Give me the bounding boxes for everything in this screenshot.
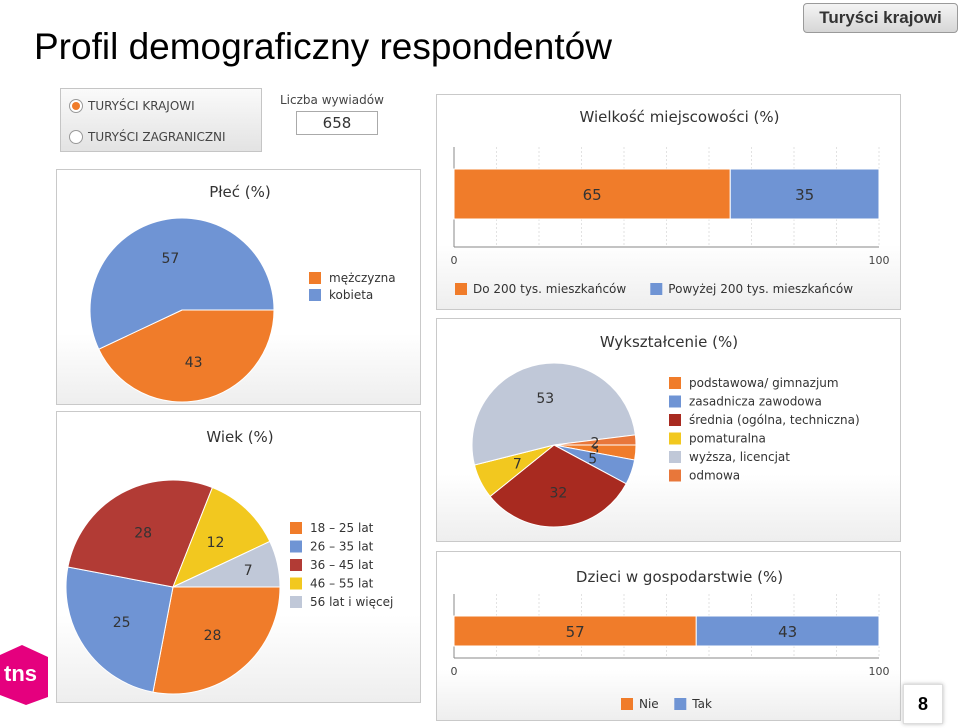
pie-slice [65,566,174,693]
radio-option-domestic[interactable]: TURYŚCI KRAJOWI [69,96,195,116]
legend-label: Do 200 tys. mieszkańców [473,282,626,296]
chart-panel-town-size: Wielkość miejscowości (%) 65 35 0 100 Do 200 … [436,94,901,310]
slice-value-label: 12 [207,535,225,551]
radio-label: TURYŚCI KRAJOWI [88,99,195,113]
pie-slice [553,434,637,446]
legend-swatch [669,432,681,445]
chart-panel-education: Wykształcenie (%) 3 5 32 7 53 2 podstawowa/ gim… [436,318,901,542]
page-title: Profil demograficzny respondentów [34,26,612,67]
page-number: 8 [903,684,943,724]
legend-swatch [290,559,302,571]
legend-swatch [669,451,681,463]
bar-value-label: 65 [583,186,602,204]
legend-label: odmowa [689,469,740,483]
age-pie-chart: Wiek (%) 28 25 28 12 7 18 – 25 lat 26 – 35 lat 3… [65,428,393,695]
radio-option-foreign[interactable]: TURYŚCI ZAGRANICZNI [69,127,226,147]
slice-value-label: 25 [113,615,131,631]
legend-swatch [674,698,687,710]
chart-title: Płeć (%) [209,183,271,201]
legend-label: Nie [639,697,659,711]
chart-title: Wiek (%) [206,428,273,446]
legend-label: 36 – 45 lat [310,558,374,572]
legend-swatch [669,414,681,426]
legend-label: średnia (ogólna, techniczna) [689,413,860,427]
legend-swatch [290,540,302,553]
legend-swatch [669,395,681,408]
bar-segment [695,615,880,647]
slice-value-label: 7 [244,563,253,579]
interviews-count: 658 [296,111,378,135]
legend-label: Powyżej 200 tys. mieszkańców [668,282,853,296]
pie-slice [489,444,627,528]
legend-label: zasadnicza zawodowa [689,395,822,409]
pie-slice [172,486,271,588]
legend-swatch [290,522,302,534]
x-tick-label: 0 [451,254,458,267]
legend-label: 56 lat i więcej [310,595,393,609]
bar-value-label: 57 [566,623,585,641]
legend-label: wyższa, licencjat [689,450,790,464]
chart-panel-children: Dzieci w gospodarstwie (%) 57 43 0 100 Nie Tak [436,551,901,721]
slice-value-label: 2 [590,435,599,451]
legend-swatch [290,577,302,590]
legend-label: 46 – 55 lat [310,577,374,591]
pie-slice [152,586,281,695]
legend-label: pomaturalna [689,432,766,446]
slice-value-label: 28 [134,526,152,542]
slice-value-label: 3 [590,442,599,458]
slice-value-label: 53 [536,391,554,407]
slice-value-label: 32 [549,485,567,501]
legend-label: mężczyzna [329,271,396,285]
x-tick-label: 0 [451,665,458,678]
radio-label: TURYŚCI ZAGRANICZNI [88,130,226,144]
legend-label: 18 – 25 lat [310,521,374,535]
x-tick-label: 100 [869,665,890,678]
chart-panel-age: Wiek (%) 28 25 28 12 7 18 – 25 lat 26 – 35 lat 3… [56,411,421,703]
slice-value-label: 7 [513,456,522,472]
legend-swatch [290,596,302,608]
x-tick-label: 100 [869,254,890,267]
tns-logo: tns [0,645,48,705]
legend-swatch [455,283,467,295]
legend-swatch [309,289,321,301]
pie-slice [98,309,275,403]
chart-panel-gender: Płeć (%) 43 57 mężczyzna kobieta [56,169,421,405]
chart-title: Wykształcenie (%) [600,333,738,351]
slice-value-label: 43 [185,355,203,371]
interviews-label: Liczba wywiadów [280,93,384,107]
bar-segment [729,168,880,220]
legend-swatch [669,469,681,482]
legend-swatch [309,272,321,284]
bar-value-label: 43 [778,623,797,641]
radio-unselected-icon[interactable] [69,130,83,144]
respondent-group-selector: TURYŚCI KRAJOWI TURYŚCI ZAGRANICZNI [60,88,262,152]
pie-slice [67,479,214,588]
legend-label: kobieta [329,288,373,302]
legend-swatch [669,377,681,389]
legend-swatch [650,283,663,295]
legend-label: podstawowa/ gimnazjum [689,376,839,390]
chart-title: Dzieci w gospodarstwie (%) [576,568,783,586]
legend-swatch [621,698,633,710]
pie-slice [89,217,275,350]
segment-badge: Turyści krajowi [803,3,958,33]
slice-value-label: 28 [204,628,222,644]
logo-text: tns [4,661,37,686]
chart-title: Wielkość miejscowości (%) [579,108,779,126]
legend-label: 26 – 35 lat [310,540,374,554]
slice-value-label: 57 [161,251,179,267]
bar-segment [453,168,731,220]
bar-value-label: 35 [795,186,814,204]
gender-pie-chart: Płeć (%) 43 57 mężczyzna kobieta [89,183,396,403]
legend-label: Tak [691,697,712,711]
town-size-bar-chart: Wielkość miejscowości (%) 65 35 0 100 Do 200 … [451,108,890,296]
children-bar-chart: Dzieci w gospodarstwie (%) 57 43 0 100 Nie Tak [451,568,890,711]
slice-value-label: 5 [588,452,597,468]
radio-selected-icon[interactable] [69,99,83,113]
pie-slice [172,540,281,588]
bar-segment [453,615,697,647]
